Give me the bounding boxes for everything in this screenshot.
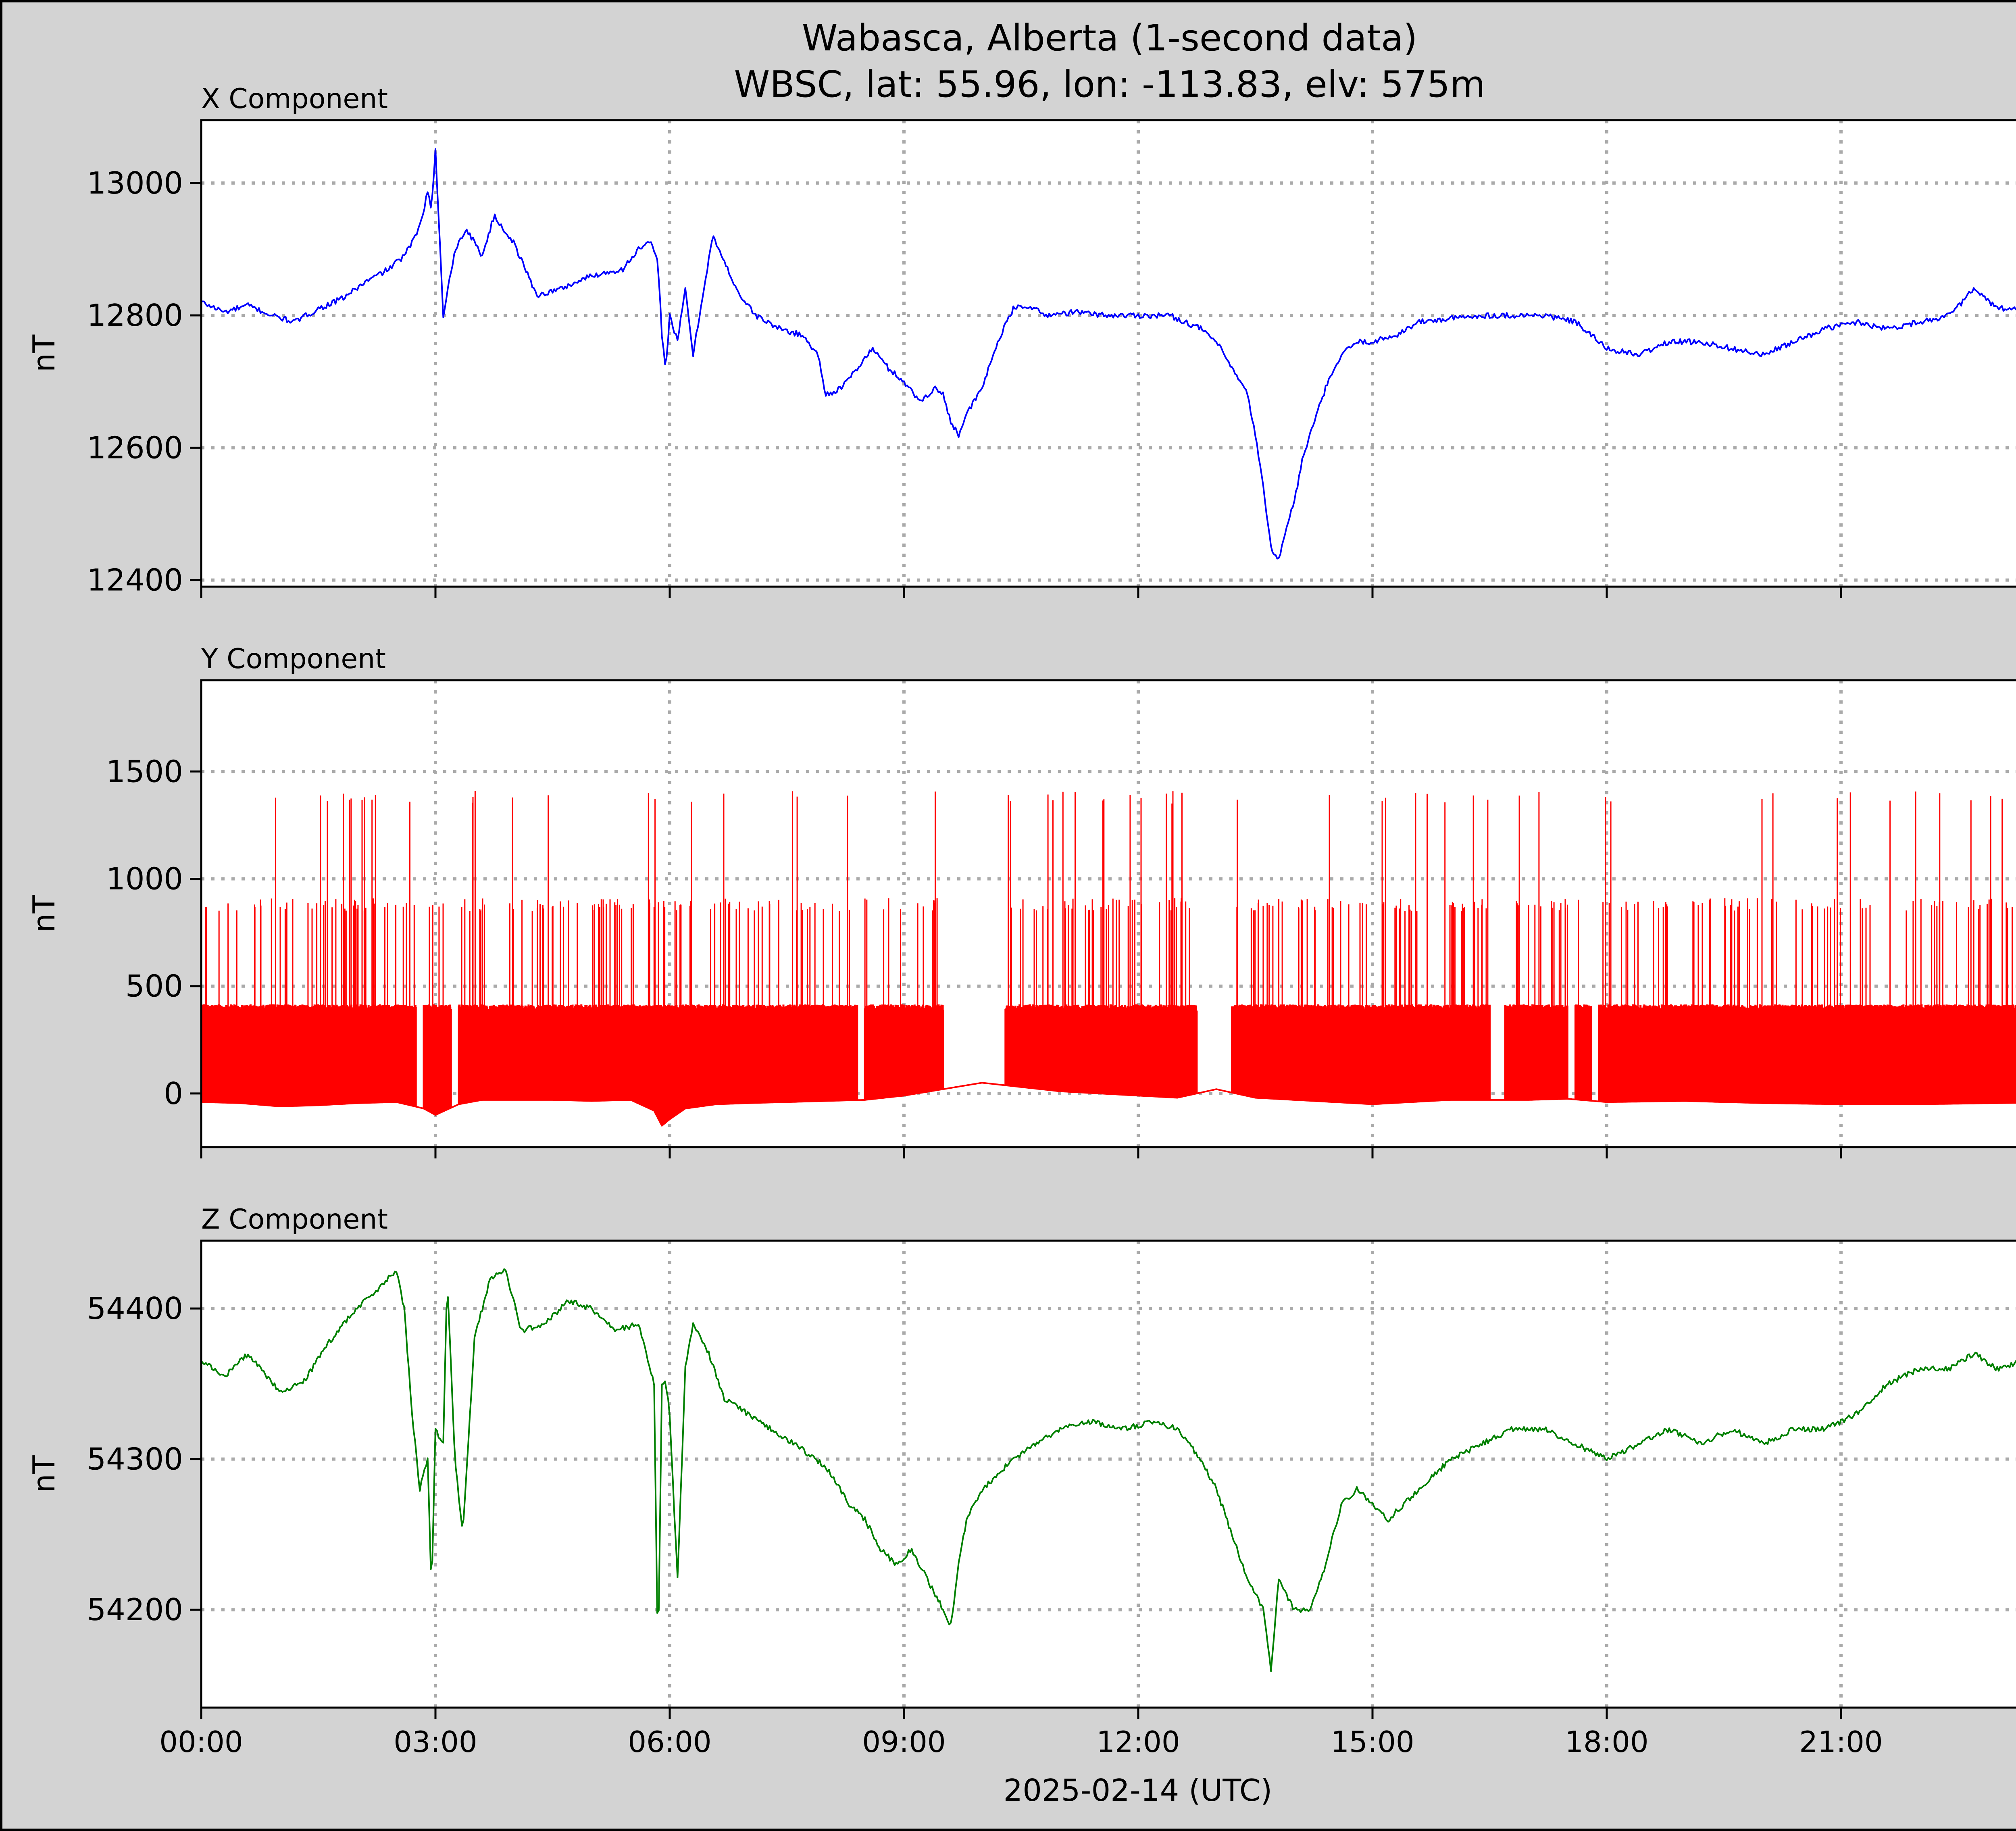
- y-component-y-tick-label: 1000: [106, 861, 183, 896]
- y-component-noise-spikes: [201, 791, 2013, 1124]
- x-component-title: X Component: [201, 83, 388, 115]
- z-component-plot: [201, 1268, 2016, 1672]
- figure-title-line2: WBSC, lat: 55.96, lon: -113.83, elv: 575…: [734, 63, 1485, 106]
- z-component-y-axis-label: nT: [26, 1455, 62, 1493]
- y-component-series-line: [201, 1082, 2016, 1127]
- x-component-panel: 12400 12600 12800 13000 X Component nT: [26, 83, 2016, 598]
- z-component-plot-area: [201, 1241, 2016, 1708]
- x-axis-label: 2025-02-14 (UTC): [1004, 1773, 1272, 1808]
- z-component-y-tick-label: 54300: [87, 1441, 183, 1477]
- x-tick-label: 06:00: [628, 1725, 712, 1759]
- x-component-series-line: [201, 148, 2016, 560]
- y-component-panel: 0 500 1000 1500 Y Component nT: [26, 643, 2016, 1158]
- x-component-plot-area: [201, 120, 2016, 587]
- z-component-title: Z Component: [201, 1204, 388, 1235]
- x-tick-label: 09:00: [862, 1725, 946, 1759]
- x-tick-label: 21:00: [1799, 1725, 1883, 1759]
- z-component-grid: [201, 1241, 2016, 1708]
- x-component-y-axis-label: nT: [26, 334, 62, 373]
- x-tick-label: 18:00: [1565, 1725, 1649, 1759]
- z-component-panel: 54200 54300 54400 Z Component nT: [26, 1204, 2016, 1719]
- x-tick-label: 15:00: [1331, 1725, 1414, 1759]
- x-component-y-tick-label: 13000: [87, 165, 183, 201]
- x-component-grid: [201, 120, 2016, 587]
- z-component-y-tick-label: 54400: [87, 1291, 183, 1326]
- figure-title-line1: Wabasca, Alberta (1-second data): [802, 17, 1418, 59]
- z-component-series-line: [201, 1268, 2016, 1672]
- y-component-y-tick-label: 0: [164, 1076, 183, 1111]
- x-component-y-tick-label: 12600: [87, 430, 183, 465]
- y-component-y-tick-label: 500: [125, 969, 183, 1004]
- z-component-y-tick-label: 54200: [87, 1592, 183, 1627]
- y-component-y-tick-label: 1500: [106, 754, 183, 789]
- panels: 12400 12600 12800 13000 X Component nT 0 500 100…: [26, 83, 2016, 1759]
- x-component-y-tick-label: 12800: [87, 298, 183, 333]
- x-component-y-tick-label: 12400: [87, 562, 183, 598]
- x-tick-label: 03:00: [394, 1725, 477, 1759]
- y-component-plot: [201, 791, 2016, 1127]
- x-component-plot: [201, 148, 2016, 560]
- y-component-y-axis-label: nT: [26, 894, 62, 933]
- x-tick-label: 12:00: [1096, 1725, 1180, 1759]
- y-component-title: Y Component: [201, 643, 386, 675]
- x-tick-label: 00:00: [159, 1725, 243, 1759]
